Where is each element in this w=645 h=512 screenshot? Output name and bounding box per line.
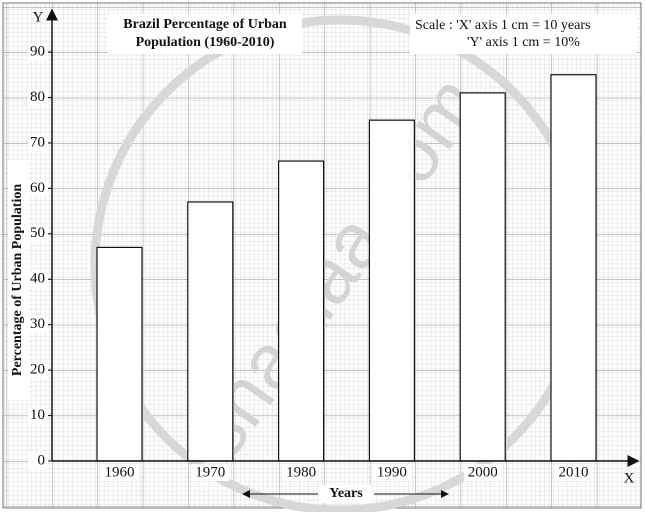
chart-title: Brazil Percentage of Urban [123, 17, 287, 32]
y-tick-label-bg [28, 453, 48, 469]
y-tick-label: 80 [30, 89, 45, 105]
bar [368, 119, 415, 462]
x-tick-label-bg [372, 464, 411, 481]
scale-note: Scale : 'X' axis 1 cm = 10 years [415, 18, 590, 33]
y-tick-label-bg [28, 316, 48, 333]
y-tick-label: 70 [30, 134, 45, 150]
y-tick-label-bg [28, 89, 48, 106]
y-tick-label: 30 [30, 316, 45, 332]
y-axis-name: Y [33, 9, 44, 25]
x-tick-label: 1960 [105, 464, 135, 480]
y-tick-label-bg [28, 407, 48, 424]
title-box [108, 14, 302, 54]
y-tick-label: 0 [38, 452, 46, 468]
y-tick-label-bg [28, 134, 48, 151]
x-tick-label-bg [100, 464, 139, 481]
scale-note: 'Y' axis 1 cm = 10% [467, 35, 580, 50]
plot: 0 10 20 30 40 50 60 70 80 90 1960 1970 1980 1990 2000 2… [28, 43, 597, 481]
y-tick-label: 60 [30, 180, 45, 196]
bar [96, 246, 143, 462]
x-tick-label: 2010 [559, 464, 589, 480]
x-tick-label: 2000 [468, 464, 498, 480]
y-tick-label-bg [28, 180, 48, 197]
x-axis-name: X [624, 470, 635, 486]
y-tick-label-bg [28, 362, 48, 379]
y-tick-label: 20 [30, 362, 45, 378]
y-tick-label-bg [28, 44, 48, 60]
bar [550, 74, 597, 462]
x-tick-label: 1980 [286, 464, 316, 480]
y-tick-label: 10 [30, 407, 45, 423]
chart-title: Population (1960-2010) [136, 35, 275, 50]
y-tick-label: 90 [30, 43, 45, 59]
x-tick-label-bg [191, 464, 230, 481]
bar [459, 92, 506, 462]
y-tick-label: 40 [30, 271, 45, 287]
y-axis-label: Percentage of Urban Population [10, 184, 25, 376]
y-label-box [8, 160, 28, 400]
bar [187, 201, 234, 462]
x-label-box [320, 485, 372, 503]
x-tick-label: 1970 [195, 464, 225, 480]
y-tick-label-bg [28, 271, 48, 288]
bar [278, 160, 325, 462]
x-axis-label: Years [329, 486, 363, 501]
scale-box [410, 14, 636, 54]
x-tick-label-bg [554, 464, 593, 481]
x-tick-label-bg [463, 464, 502, 481]
y-tick-label: 50 [30, 225, 45, 241]
x-tick-label-bg [282, 464, 321, 481]
y-tick-label-bg [28, 225, 48, 242]
x-tick-label: 1990 [377, 464, 407, 480]
